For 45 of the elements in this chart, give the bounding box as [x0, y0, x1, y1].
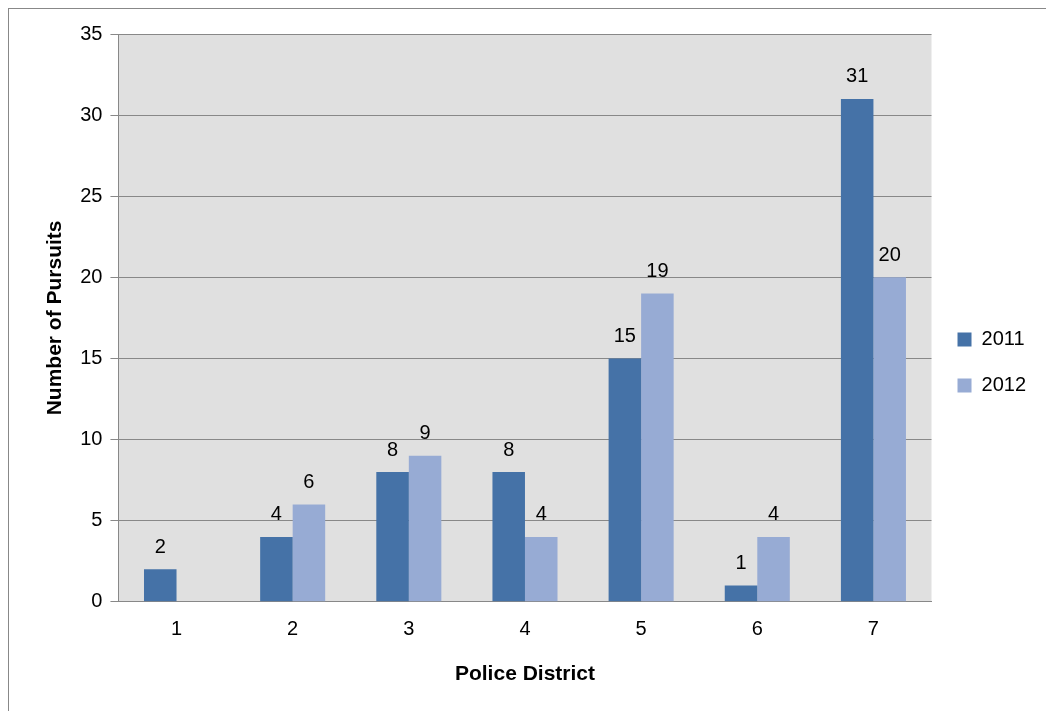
bar	[408, 455, 442, 602]
bar	[724, 585, 758, 602]
legend-label: 2011	[981, 327, 1025, 350]
y-tick-label: 20	[80, 264, 103, 287]
bar	[376, 472, 409, 602]
data-label: 4	[767, 502, 780, 525]
data-label: 1	[735, 551, 747, 574]
data-label: 19	[646, 259, 669, 282]
y-tick-label: 30	[80, 102, 103, 125]
bar	[260, 536, 293, 602]
data-label: 15	[613, 323, 636, 346]
data-label: 4	[270, 502, 282, 525]
data-label: 4	[535, 502, 547, 525]
x-tick-label: 3	[403, 617, 415, 640]
y-tick-label: 10	[80, 427, 103, 450]
bar	[873, 277, 906, 602]
bar	[292, 504, 326, 602]
bar	[144, 569, 177, 602]
bar	[492, 472, 525, 602]
bar	[757, 536, 790, 602]
y-tick-label: 35	[80, 21, 103, 44]
bar	[641, 293, 674, 602]
data-label: 6	[303, 469, 315, 492]
y-tick-label: 25	[80, 183, 103, 206]
y-tick-label: 5	[91, 508, 103, 531]
y-tick-label: 0	[91, 589, 103, 612]
x-tick-label: 4	[519, 617, 531, 640]
bar	[840, 98, 874, 602]
y-axis-title: Number of Pursuits	[42, 220, 66, 416]
legend-label: 2012	[981, 373, 1027, 396]
data-label: 9	[419, 421, 431, 444]
x-tick-label: 1	[170, 617, 183, 640]
x-tick-label: 6	[751, 617, 763, 640]
x-tick-label: 7	[867, 617, 879, 640]
bar	[524, 536, 558, 602]
x-axis-title: Police District	[454, 661, 596, 685]
data-label: 2	[154, 534, 166, 557]
y-tick-label: 15	[80, 345, 103, 368]
data-label: 8	[503, 437, 515, 460]
x-tick-label: 5	[635, 617, 647, 640]
data-label: 8	[387, 437, 399, 460]
data-label: 31	[846, 64, 869, 87]
bar	[608, 358, 642, 602]
data-label: 20	[878, 242, 901, 265]
x-tick-label: 2	[287, 617, 299, 640]
